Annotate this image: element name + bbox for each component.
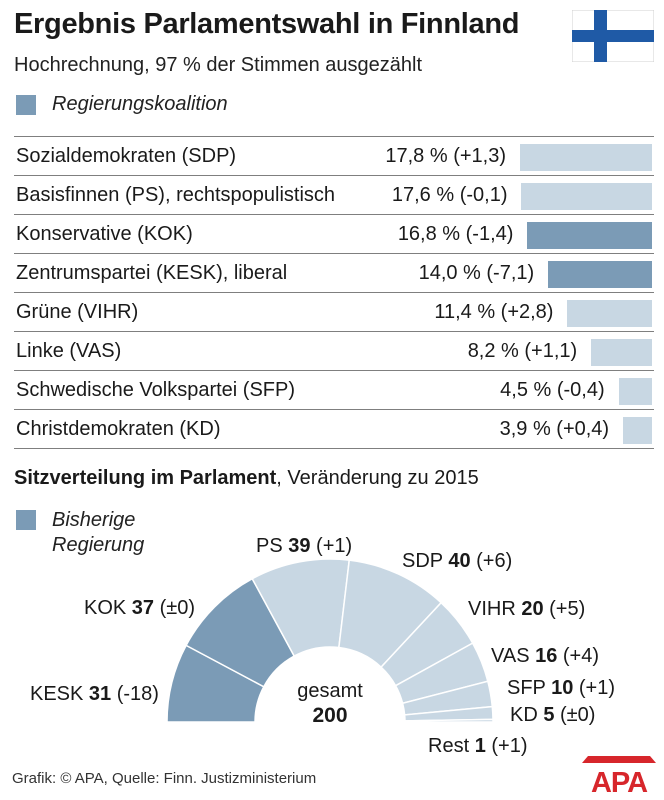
bar	[520, 144, 652, 171]
bar-row: Grüne (VIHR) 11,4 % (+2,8)	[14, 292, 654, 331]
bar-row: Basisfinnen (PS), rechtspopulistisch 17,6…	[14, 175, 654, 214]
bar-category-label: Zentrumspartei (KESK), liberal	[16, 262, 288, 284]
chart-subtitle: Hochrechnung, 97 % der Stimmen ausgezähl…	[14, 54, 423, 76]
bar-row: Zentrumspartei (KESK), liberal 14,0 % (-7…	[14, 253, 654, 292]
apa-logo: APA	[582, 756, 656, 796]
bar-value-label: 11,4 % (+2,8)	[434, 301, 554, 323]
seat-segment-rest	[404, 718, 494, 723]
bar-row: Linke (VAS) 8,2 % (+1,1)	[14, 331, 654, 370]
legend-coalition-label: Regierungskoalition	[52, 93, 228, 115]
bar	[591, 339, 652, 366]
seat-total-label: gesamt	[297, 680, 363, 702]
seat-label-kesk: KESK 31 (-18)	[30, 683, 159, 705]
seat-total-value: 200	[312, 704, 347, 727]
seat-label-sdp: SDP 40 (+6)	[402, 550, 512, 572]
seat-chart-subtitle: Veränderung zu 2015	[287, 467, 479, 489]
bar-category-label: Grüne (VIHR)	[16, 301, 139, 323]
bar-value-label: 17,8 % (+1,3)	[385, 145, 506, 167]
bar-row: Sozialdemokraten (SDP) 17,8 % (+1,3)	[14, 136, 654, 175]
bar-row: Schwedische Volkspartei (SFP) 4,5 % (-0,4…	[14, 370, 654, 409]
seat-label-rest: Rest 1 (+1)	[428, 735, 528, 757]
bar	[548, 261, 652, 288]
bar-category-label: Christdemokraten (KD)	[16, 418, 221, 440]
bar	[567, 300, 652, 327]
bar	[521, 183, 652, 210]
legend-coalition-swatch	[16, 95, 36, 115]
finland-flag-icon	[572, 10, 654, 62]
bar-category-label: Linke (VAS)	[16, 340, 122, 362]
bar-value-label: 14,0 % (-7,1)	[418, 262, 535, 284]
seat-label-kok: KOK 37 (±0)	[84, 597, 195, 619]
legend-previous-government: Bisherige Regierung	[16, 508, 176, 558]
bar-category-label: Konservative (KOK)	[16, 223, 193, 245]
bar-row: Christdemokraten (KD) 3,9 % (+0,4)	[14, 409, 654, 449]
legend-previous-government-swatch	[16, 510, 36, 530]
seat-chart-title: Sitzverteilung im Parlament	[14, 467, 277, 489]
legend-coalition: Regierungskoalition	[16, 93, 228, 116]
bar-category-label: Schwedische Volkspartei (SFP)	[16, 379, 296, 401]
bar-category-label: Basisfinnen (PS), rechtspopulistisch	[16, 184, 336, 206]
bar-value-label: 8,2 % (+1,1)	[467, 340, 578, 362]
seat-label-ps: PS 39 (+1)	[256, 535, 352, 557]
bar	[618, 378, 652, 405]
bar-value-label: 4,5 % (-0,4)	[500, 379, 605, 401]
bar	[527, 222, 652, 249]
seat-label-sfp: SFP 10 (+1)	[507, 677, 615, 699]
bar-value-label: 16,8 % (-1,4)	[397, 223, 514, 245]
seat-label-kd: KD 5 (±0)	[510, 704, 595, 726]
apa-logo-text: APA	[591, 767, 648, 796]
legend-previous-government-label: Bisherige Regierung	[52, 509, 145, 556]
seat-label-vihr: VIHR 20 (+5)	[468, 598, 585, 620]
bar-category-label: Sozialdemokraten (SDP)	[16, 145, 237, 167]
bar-chart: Sozialdemokraten (SDP) 17,8 % (+1,3) Basis…	[14, 136, 654, 449]
seat-label-vas: VAS 16 (+4)	[491, 645, 599, 667]
bar-value-label: 3,9 % (+0,4)	[499, 418, 610, 440]
seat-chart-title-separator: ,	[276, 467, 288, 489]
bar	[623, 417, 652, 444]
seat-chart-heading: Sitzverteilung im Parlament, Veränderung…	[14, 467, 479, 490]
chart-title: Ergebnis Parlamentswahl in Finnland	[14, 8, 520, 40]
footer-credit: Grafik: © APA, Quelle: Finn. Justizminis…	[12, 770, 317, 787]
bar-value-label: 17,6 % (-0,1)	[391, 184, 508, 206]
bar-row: Konservative (KOK) 16,8 % (-1,4)	[14, 214, 654, 253]
